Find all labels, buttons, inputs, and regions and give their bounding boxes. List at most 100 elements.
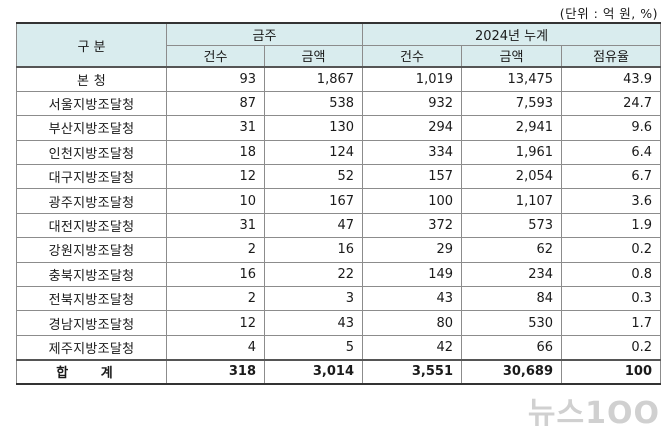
row-weekly-amount: 22 <box>263 261 364 288</box>
row-share: 0.8 <box>561 261 662 288</box>
row-cumulative-count: 42 <box>362 334 463 361</box>
table-row: 전북지방조달청 2 3 43 84 0.3 <box>16 286 662 312</box>
header-category: 구 분 <box>16 22 167 68</box>
total-cumulative-amount: 30,689 <box>461 358 563 386</box>
row-cumulative-count: 157 <box>362 164 463 190</box>
row-cumulative-amount: 66 <box>461 334 563 361</box>
row-cumulative-count: 29 <box>362 237 463 263</box>
row-weekly-count: 4 <box>166 334 265 361</box>
row-weekly-count: 2 <box>166 286 265 312</box>
row-weekly-amount: 16 <box>263 237 364 263</box>
row-weekly-count: 12 <box>166 310 265 336</box>
row-name: 광주지방조달청 <box>16 188 167 214</box>
row-cumulative-amount: 234 <box>461 261 563 288</box>
row-share: 1.9 <box>561 212 662 239</box>
row-cumulative-amount: 573 <box>461 212 563 239</box>
row-cumulative-count: 932 <box>362 90 463 117</box>
row-share: 6.4 <box>561 139 662 166</box>
row-cumulative-amount: 530 <box>461 310 563 336</box>
header-weekly-amount: 금액 <box>263 44 364 68</box>
row-cumulative-count: 80 <box>362 310 463 336</box>
table-row: 대구지방조달청 12 52 157 2,054 6.7 <box>16 164 662 190</box>
total-label: 합 계 <box>16 358 167 386</box>
row-cumulative-amount: 13,475 <box>461 65 563 92</box>
row-name: 경남지방조달청 <box>16 310 167 336</box>
row-share: 24.7 <box>561 90 662 117</box>
row-share: 1.7 <box>561 310 662 336</box>
table-row: 제주지방조달청 4 5 42 66 0.2 <box>16 334 662 361</box>
row-name: 충북지방조달청 <box>16 261 167 288</box>
row-name: 부산지방조달청 <box>16 115 167 141</box>
table-row: 경남지방조달청 12 43 80 530 1.7 <box>16 310 662 336</box>
total-cumulative-count: 3,551 <box>362 358 463 386</box>
watermark-logo: 뉴스1OO <box>527 396 660 431</box>
row-cumulative-amount: 1,961 <box>461 139 563 166</box>
row-name: 강원지방조달청 <box>16 237 167 263</box>
row-name: 대전지방조달청 <box>16 212 167 239</box>
total-weekly-count: 318 <box>166 358 265 386</box>
row-weekly-count: 87 <box>166 90 265 117</box>
table-row: 광주지방조달청 10 167 100 1,107 3.6 <box>16 188 662 214</box>
row-name: 서울지방조달청 <box>16 90 167 117</box>
row-weekly-count: 16 <box>166 261 265 288</box>
row-name: 인천지방조달청 <box>16 139 167 166</box>
row-weekly-amount: 52 <box>263 164 364 190</box>
row-name: 전북지방조달청 <box>16 286 167 312</box>
table-row: 충북지방조달청 16 22 149 234 0.8 <box>16 261 662 288</box>
row-cumulative-count: 294 <box>362 115 463 141</box>
table-row: 대전지방조달청 31 47 372 573 1.9 <box>16 212 662 239</box>
row-share: 0.2 <box>561 334 662 361</box>
row-name: 대구지방조달청 <box>16 164 167 190</box>
table-row: 인천지방조달청 18 124 334 1,961 6.4 <box>16 139 662 166</box>
table-row: 서울지방조달청 87 538 932 7,593 24.7 <box>16 90 662 117</box>
row-weekly-amount: 124 <box>263 139 364 166</box>
row-share: 3.6 <box>561 188 662 214</box>
table-header: 구 분 금주 2024년 누계 건수 금액 건수 금액 점유율 <box>16 22 662 68</box>
row-cumulative-count: 43 <box>362 286 463 312</box>
row-weekly-count: 31 <box>166 212 265 239</box>
row-weekly-count: 93 <box>166 65 265 92</box>
row-cumulative-count: 149 <box>362 261 463 288</box>
row-cumulative-count: 100 <box>362 188 463 214</box>
row-share: 9.6 <box>561 115 662 141</box>
row-weekly-count: 2 <box>166 237 265 263</box>
row-weekly-amount: 3 <box>263 286 364 312</box>
row-weekly-count: 31 <box>166 115 265 141</box>
row-weekly-amount: 1,867 <box>263 65 364 92</box>
header-share: 점유율 <box>561 44 662 68</box>
row-cumulative-amount: 2,054 <box>461 164 563 190</box>
header-cumulative-count: 건수 <box>362 44 463 68</box>
header-cumulative-amount: 금액 <box>461 44 563 68</box>
row-weekly-amount: 130 <box>263 115 364 141</box>
row-cumulative-count: 372 <box>362 212 463 239</box>
row-share: 0.3 <box>561 286 662 312</box>
procurement-table: 구 분 금주 2024년 누계 건수 금액 건수 금액 점유율 본 청 93 1,8… <box>16 22 662 386</box>
row-cumulative-count: 334 <box>362 139 463 166</box>
row-weekly-amount: 538 <box>263 90 364 117</box>
row-weekly-amount: 167 <box>263 188 364 214</box>
row-weekly-count: 10 <box>166 188 265 214</box>
header-group-cumulative: 2024년 누계 <box>362 22 662 46</box>
row-cumulative-amount: 7,593 <box>461 90 563 117</box>
row-cumulative-amount: 2,941 <box>461 115 563 141</box>
row-cumulative-amount: 62 <box>461 237 563 263</box>
row-weekly-amount: 5 <box>263 334 364 361</box>
row-name: 제주지방조달청 <box>16 334 167 361</box>
row-cumulative-amount: 1,107 <box>461 188 563 214</box>
row-share: 43.9 <box>561 65 662 92</box>
row-cumulative-count: 1,019 <box>362 65 463 92</box>
total-share: 100 <box>561 358 662 386</box>
table-row: 부산지방조달청 31 130 294 2,941 9.6 <box>16 115 662 141</box>
row-weekly-count: 12 <box>166 164 265 190</box>
row-cumulative-amount: 84 <box>461 286 563 312</box>
unit-note: (단위 : 억 원, %) <box>559 6 658 21</box>
table-row: 강원지방조달청 2 16 29 62 0.2 <box>16 237 662 263</box>
table-row: 본 청 93 1,867 1,019 13,475 43.9 <box>16 65 662 92</box>
header-weekly-count: 건수 <box>166 44 265 68</box>
table-body: 본 청 93 1,867 1,019 13,475 43.9 서울지방조달청 87 538 932… <box>16 65 662 386</box>
row-name: 본 청 <box>16 65 167 92</box>
row-share: 0.2 <box>561 237 662 263</box>
row-share: 6.7 <box>561 164 662 190</box>
row-weekly-count: 18 <box>166 139 265 166</box>
row-weekly-amount: 47 <box>263 212 364 239</box>
